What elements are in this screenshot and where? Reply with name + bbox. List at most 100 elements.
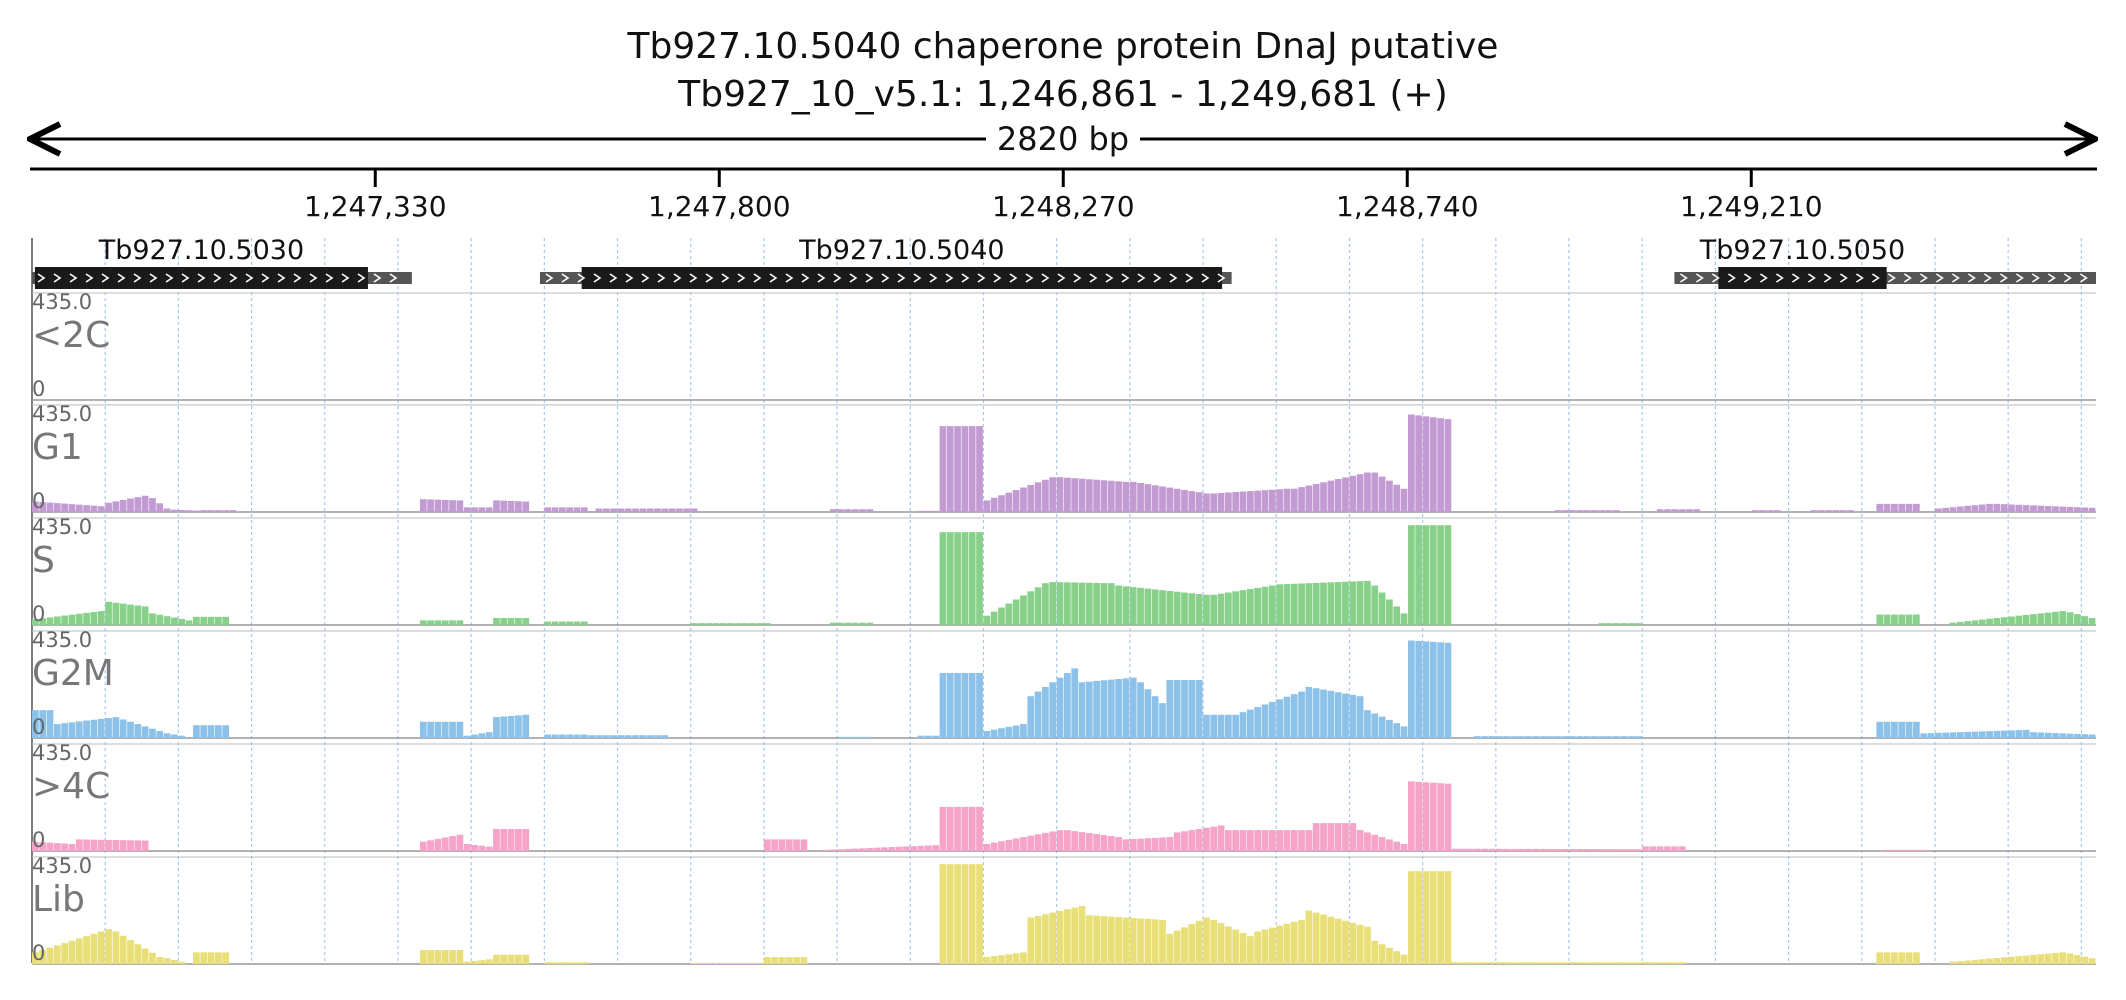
coverage-bar bbox=[1012, 725, 1020, 738]
coverage-bar bbox=[990, 956, 998, 964]
track-name-label: >4C bbox=[32, 766, 110, 807]
coverage-bar bbox=[1612, 849, 1620, 851]
coverage-bar bbox=[1554, 736, 1562, 738]
coverage-bar bbox=[1034, 587, 1042, 625]
coverage-bar bbox=[75, 504, 83, 512]
coverage-bar bbox=[1576, 510, 1584, 512]
coverage-bar bbox=[1473, 962, 1481, 964]
coverage-bar bbox=[434, 499, 442, 512]
coverage-bar bbox=[1115, 678, 1122, 738]
coverage-bar bbox=[141, 840, 149, 851]
coverage-bar bbox=[419, 841, 427, 851]
coverage-bar bbox=[478, 507, 486, 512]
coverage-bar bbox=[1225, 492, 1232, 512]
coverage-bar bbox=[654, 735, 661, 738]
coverage-bar bbox=[712, 623, 720, 625]
coverage-bar bbox=[573, 962, 581, 964]
coverage-bar bbox=[1459, 848, 1466, 851]
coverage-bar bbox=[1400, 844, 1408, 851]
coverage-bar bbox=[698, 962, 705, 964]
coverage-bar bbox=[1393, 951, 1401, 964]
coverage-bar bbox=[156, 731, 164, 738]
coverage-bar bbox=[105, 717, 112, 738]
coverage-bar bbox=[2022, 505, 2030, 512]
coverage-bar bbox=[500, 618, 508, 625]
coverage-bar bbox=[419, 620, 427, 625]
coverage-bar bbox=[1942, 732, 1950, 738]
coverage-bar bbox=[1151, 589, 1159, 625]
coverage-bar bbox=[1042, 686, 1049, 738]
coverage-bar bbox=[1905, 721, 1913, 738]
coverage-bar bbox=[1913, 721, 1920, 738]
coverage-bar bbox=[1510, 848, 1518, 851]
coverage-bar bbox=[939, 532, 947, 625]
coverage-bar bbox=[1181, 592, 1188, 625]
coverage-bar bbox=[156, 503, 164, 512]
coverage-bar bbox=[1005, 954, 1013, 964]
coverage-bar bbox=[1671, 509, 1679, 512]
track-name-label: S bbox=[32, 540, 55, 581]
coverage-bar bbox=[112, 602, 120, 625]
coverage-bar bbox=[924, 845, 932, 851]
coverage-bar bbox=[2022, 729, 2030, 738]
coverage-bar bbox=[434, 950, 442, 964]
coverage-bar bbox=[1254, 830, 1262, 851]
coverage-bar bbox=[1773, 510, 1781, 512]
coverage-bar bbox=[1576, 848, 1584, 851]
coverage-bar bbox=[1986, 958, 1993, 964]
coverage-bar bbox=[654, 508, 661, 512]
coverage-bar bbox=[2044, 732, 2052, 738]
coverage-bar bbox=[515, 618, 522, 625]
coverage-bar bbox=[1085, 915, 1093, 964]
coverage-bar bbox=[2000, 617, 2008, 625]
coverage-bar bbox=[720, 623, 727, 625]
coverage-bar bbox=[105, 502, 112, 512]
coverage-bar bbox=[485, 507, 493, 512]
coverage-bar bbox=[83, 936, 90, 964]
coverage-bar bbox=[1986, 503, 1993, 512]
coverage-bar bbox=[961, 864, 969, 964]
coverage-bar bbox=[39, 502, 47, 512]
coverage-bar bbox=[1678, 962, 1686, 964]
coverage-bar bbox=[1020, 837, 1027, 851]
coverage-bar bbox=[632, 508, 639, 512]
coverage-bar bbox=[888, 847, 896, 851]
coverage-bar bbox=[1634, 623, 1642, 625]
coverage-bar bbox=[2000, 730, 2008, 738]
coverage-bar bbox=[507, 618, 515, 625]
coverage-bar bbox=[61, 615, 68, 625]
coverage-bar bbox=[485, 846, 493, 851]
track-max-label: 435.0 bbox=[32, 628, 92, 652]
coverage-bar bbox=[727, 962, 735, 964]
coverage-bar bbox=[551, 734, 559, 738]
coverage-bar bbox=[419, 499, 427, 512]
coverage-bar bbox=[1334, 479, 1342, 512]
span-label: 2820 bp bbox=[997, 120, 1129, 158]
gene-Tb927-10-5030[interactable]: Tb927.10.5030 bbox=[32, 235, 412, 289]
coverage-bar bbox=[610, 508, 617, 512]
coverage-bar bbox=[866, 622, 874, 625]
coverage-bar bbox=[1400, 613, 1408, 625]
coverage-bar bbox=[441, 950, 449, 964]
coverage-bar bbox=[1605, 962, 1613, 964]
coverage-bar bbox=[185, 620, 193, 625]
gene-label: Tb927.10.5040 bbox=[798, 235, 1004, 266]
strand-arrows bbox=[545, 273, 1226, 283]
gene-Tb927-10-5040[interactable]: Tb927.10.5040 bbox=[539, 235, 1232, 289]
track-max-label: 435.0 bbox=[32, 515, 92, 539]
coverage-bar bbox=[1810, 510, 1818, 512]
coverage-bar bbox=[690, 623, 698, 625]
coverage-bar bbox=[1159, 590, 1166, 625]
coverage-bar bbox=[1495, 848, 1503, 851]
coverage-bar bbox=[1576, 962, 1584, 964]
coverage-bar bbox=[998, 955, 1005, 964]
coverage-bar bbox=[676, 508, 683, 512]
gene-Tb927-10-5050[interactable]: Tb927.10.5050 bbox=[1674, 235, 2096, 289]
coverage-track-s: 435.0S 0 bbox=[32, 515, 2096, 626]
coverage-bar bbox=[1181, 679, 1188, 738]
coverage-bar bbox=[193, 510, 200, 512]
coverage-bar bbox=[1561, 962, 1569, 964]
coverage-bar bbox=[1268, 701, 1276, 738]
coverage-bar bbox=[1305, 583, 1313, 625]
